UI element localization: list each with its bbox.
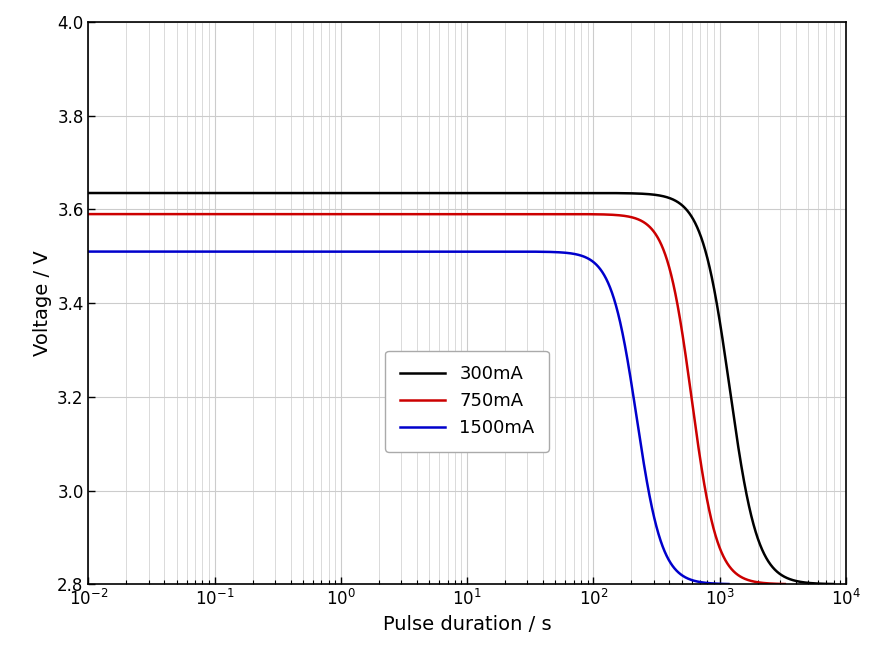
750mA	[242, 210, 252, 218]
300mA	[569, 189, 580, 197]
Line: 300mA: 300mA	[88, 193, 833, 584]
750mA	[339, 210, 350, 218]
1500mA	[460, 248, 470, 256]
300mA	[641, 190, 652, 198]
750mA	[466, 210, 477, 218]
Line: 1500mA: 1500mA	[88, 252, 729, 584]
1500mA	[724, 580, 734, 588]
300mA	[578, 189, 589, 197]
300mA	[650, 191, 661, 199]
1500mA	[478, 248, 489, 256]
Legend: 300mA, 750mA, 1500mA: 300mA, 750mA, 1500mA	[385, 351, 549, 451]
300mA	[83, 189, 94, 197]
X-axis label: Pulse duration / s: Pulse duration / s	[383, 615, 552, 634]
750mA	[83, 210, 94, 218]
750mA	[780, 580, 790, 588]
1500mA	[241, 248, 251, 256]
300mA	[828, 580, 838, 588]
750mA	[469, 210, 479, 218]
Y-axis label: Voltage / V: Voltage / V	[32, 250, 52, 356]
1500mA	[570, 250, 581, 258]
750mA	[234, 210, 244, 218]
300mA	[159, 189, 170, 197]
1500mA	[109, 248, 119, 256]
1500mA	[83, 248, 94, 256]
750mA	[562, 210, 572, 218]
1500mA	[629, 396, 639, 404]
300mA	[693, 226, 703, 234]
Line: 750mA: 750mA	[88, 214, 785, 584]
